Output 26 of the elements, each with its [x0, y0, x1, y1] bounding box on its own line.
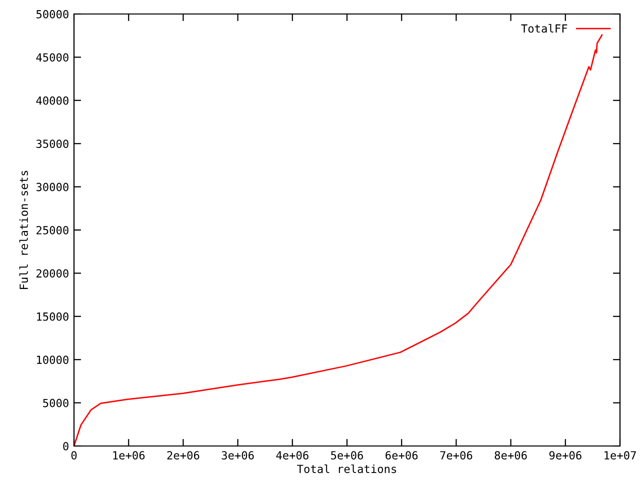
y-tick-label: 5000 [43, 398, 68, 408]
legend-label: TotalFF [521, 24, 568, 33]
y-tick-label: 0 [63, 442, 68, 450]
x-tick-label: 0 [71, 451, 77, 460]
y-tick-label: 20000 [36, 269, 68, 278]
x-tick-label: 9e+06 [549, 451, 582, 460]
x-axis-title: Total relations [297, 464, 396, 474]
x-tick-label: 1e+06 [113, 451, 145, 460]
x-tick-label: 7e+06 [440, 451, 472, 460]
x-tick-label: 1e+07 [604, 451, 636, 460]
y-tick-label: 50000 [36, 10, 68, 18]
y-tick-label: 35000 [36, 140, 68, 148]
y-tick-label: 45000 [36, 53, 68, 62]
x-tick-label: 3e+06 [222, 451, 254, 460]
x-tick-label: 6e+06 [386, 451, 418, 460]
x-tick-label: 2e+06 [167, 451, 200, 460]
x-tick-label: 4e+06 [276, 451, 308, 460]
y-tick-label: 10000 [37, 356, 68, 364]
y-tick-label: 15000 [37, 312, 68, 321]
x-tick-label: 5e+06 [331, 451, 364, 460]
y-tick-label: 30000 [36, 182, 68, 192]
y-tick-label: 40000 [36, 96, 68, 105]
line-series [74, 34, 603, 446]
y-axis-title: Full relation-sets [19, 170, 28, 289]
y-tick-label: 25000 [36, 226, 68, 234]
x-tick-label: 8e+06 [494, 451, 527, 460]
